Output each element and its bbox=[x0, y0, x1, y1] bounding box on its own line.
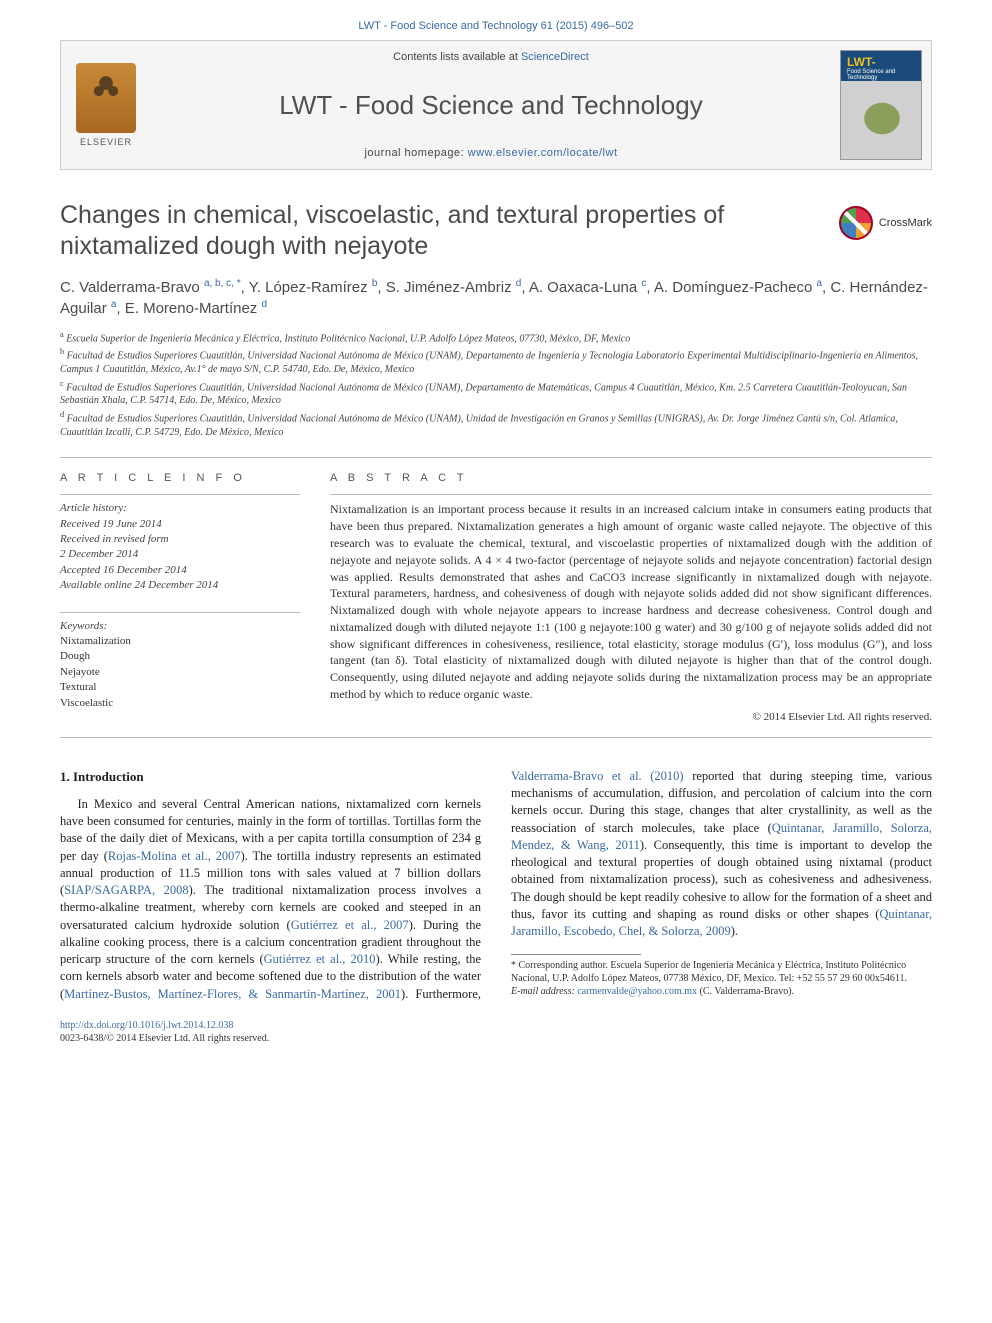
footnotes: * Corresponding author. Escuela Superior… bbox=[511, 959, 932, 998]
citation-link[interactable]: SIAP/SAGARPA, 2008 bbox=[64, 883, 188, 897]
doi-link[interactable]: http://dx.doi.org/10.1016/j.lwt.2014.12.… bbox=[60, 1020, 233, 1031]
keywords-block: Keywords: NixtamalizationDoughNejayoteTe… bbox=[60, 612, 300, 711]
email-tail: (C. Valderrama-Bravo). bbox=[697, 986, 794, 997]
article-info-col: A R T I C L E I N F O Article history: R… bbox=[60, 472, 300, 723]
citation-link[interactable]: Martínez-Bustos, Martínez-Flores, & Sanm… bbox=[64, 987, 401, 1001]
cover-thumb-block: LWT- Food Science and Technology bbox=[831, 41, 931, 169]
info-abstract-row: A R T I C L E I N F O Article history: R… bbox=[60, 458, 932, 723]
footnote-rule bbox=[511, 954, 641, 955]
citation-text: LWT - Food Science and Technology 61 (20… bbox=[358, 20, 633, 32]
abstract-col: A B S T R A C T Nixtamalization is an im… bbox=[330, 472, 932, 723]
page-footer: http://dx.doi.org/10.1016/j.lwt.2014.12.… bbox=[60, 1019, 932, 1046]
homepage-link[interactable]: www.elsevier.com/locate/lwt bbox=[468, 147, 618, 159]
history-line: Received 19 June 2014 bbox=[60, 517, 300, 532]
publisher-logo-block: ELSEVIER bbox=[61, 41, 151, 169]
history-line: Available online 24 December 2014 bbox=[60, 578, 300, 593]
section-rule-2 bbox=[60, 737, 932, 738]
affiliation-line: c Facultad de Estudios Superiores Cuauti… bbox=[60, 378, 932, 408]
abstract-copyright: © 2014 Elsevier Ltd. All rights reserved… bbox=[330, 711, 932, 723]
keyword-item: Textural bbox=[60, 680, 300, 695]
crossmark-label: CrossMark bbox=[879, 217, 932, 229]
citation-link[interactable]: Valderrama-Bravo et al. (2010) bbox=[511, 769, 684, 783]
journal-name: LWT - Food Science and Technology bbox=[161, 90, 821, 121]
history-line: Accepted 16 December 2014 bbox=[60, 563, 300, 578]
elsevier-tree-icon bbox=[76, 63, 136, 133]
body-text: 1. Introduction In Mexico and several Ce… bbox=[60, 768, 932, 1003]
keyword-item: Dough bbox=[60, 649, 300, 664]
contents-line: Contents lists available at ScienceDirec… bbox=[161, 51, 821, 63]
keyword-item: Nixtamalization bbox=[60, 634, 300, 649]
publisher-label: ELSEVIER bbox=[80, 137, 132, 147]
history-line: Received in revised form bbox=[60, 532, 300, 547]
cover-title: LWT- bbox=[847, 55, 876, 69]
email-link[interactable]: carmenvalde@yahoo.com.mx bbox=[577, 986, 697, 997]
history-line: 2 December 2014 bbox=[60, 547, 300, 562]
citation-link[interactable]: Rojas-Molina et al., 2007 bbox=[108, 849, 241, 863]
affiliation-line: b Facultad de Estudios Superiores Cuauti… bbox=[60, 346, 932, 376]
author-list: C. Valderrama-Bravo a, b, c, *, Y. López… bbox=[60, 277, 932, 319]
sciencedirect-link[interactable]: ScienceDirect bbox=[521, 51, 589, 63]
section-1-heading: 1. Introduction bbox=[60, 768, 481, 786]
abstract-text: Nixtamalization is an important process … bbox=[330, 494, 932, 703]
email-line: E-mail address: carmenvalde@yahoo.com.mx… bbox=[511, 985, 932, 998]
corresponding-author-note: * Corresponding author. Escuela Superior… bbox=[511, 959, 932, 985]
article-history: Article history: Received 19 June 2014Re… bbox=[60, 494, 300, 593]
article-title: Changes in chemical, viscoelastic, and t… bbox=[60, 200, 932, 263]
cover-subtitle: Food Science and Technology bbox=[847, 69, 921, 81]
body-text-span: ). bbox=[731, 924, 738, 938]
citation-link[interactable]: Gutiérrez et al., 2007 bbox=[291, 918, 409, 932]
running-head: LWT - Food Science and Technology 61 (20… bbox=[0, 0, 992, 40]
crossmark-widget[interactable]: CrossMark bbox=[839, 206, 932, 240]
keywords-label: Keywords: bbox=[60, 619, 300, 634]
keyword-item: Nejayote bbox=[60, 665, 300, 680]
affiliations: a Escuela Superior de Ingeniería Mecánic… bbox=[60, 329, 932, 440]
article-info-heading: A R T I C L E I N F O bbox=[60, 472, 300, 484]
title-block: Changes in chemical, viscoelastic, and t… bbox=[60, 200, 932, 263]
journal-banner: ELSEVIER Contents lists available at Sci… bbox=[60, 40, 932, 170]
homepage-label: journal homepage: bbox=[364, 147, 467, 159]
journal-cover-icon: LWT- Food Science and Technology bbox=[840, 50, 922, 160]
email-label: E-mail address: bbox=[511, 986, 577, 997]
contents-label: Contents lists available at bbox=[393, 51, 521, 63]
affiliation-line: a Escuela Superior de Ingeniería Mecánic… bbox=[60, 329, 932, 346]
homepage-line: journal homepage: www.elsevier.com/locat… bbox=[161, 147, 821, 159]
abstract-heading: A B S T R A C T bbox=[330, 472, 932, 484]
history-label: Article history: bbox=[60, 501, 300, 516]
crossmark-icon bbox=[839, 206, 873, 240]
issn-line: 0023-6438/© 2014 Elsevier Ltd. All right… bbox=[60, 1032, 932, 1046]
banner-center: Contents lists available at ScienceDirec… bbox=[151, 41, 831, 169]
body-text-span: ). Furthermore, bbox=[401, 987, 481, 1001]
keyword-item: Viscoelastic bbox=[60, 696, 300, 711]
citation-link[interactable]: Gutiérrez et al., 2010 bbox=[264, 952, 376, 966]
affiliation-line: d Facultad de Estudios Superiores Cuauti… bbox=[60, 409, 932, 439]
